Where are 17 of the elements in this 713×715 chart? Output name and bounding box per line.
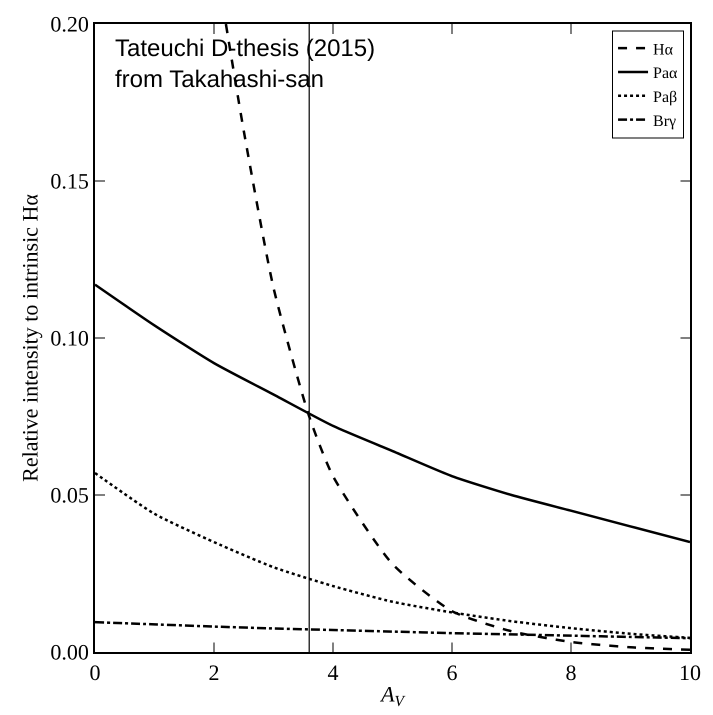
y-tick-label: 0.10: [50, 326, 89, 351]
y-axis-title: Relative intensity to intrinsic Hα: [18, 194, 43, 482]
legend-label: Paβ: [653, 89, 678, 106]
y-tick-label: 0.15: [50, 168, 89, 194]
y-tick-label: 0.05: [50, 482, 89, 508]
x-tick-label: 0: [90, 660, 100, 686]
x-axis-title: A$_{V}$: [379, 682, 406, 710]
y-tick-label: 0.20: [50, 12, 89, 37]
legend-label: Brγ: [653, 112, 676, 130]
legend-label: Paα: [653, 65, 678, 82]
x-tick-label: 4: [328, 660, 338, 686]
x-tick-label: 6: [446, 660, 458, 686]
x-tick-label: 2: [208, 660, 220, 686]
legend-label: Hα: [653, 41, 674, 58]
x-tick-label: 10: [679, 660, 701, 686]
y-tick-label: 0.00: [50, 640, 89, 665]
x-tick-label: 8: [566, 660, 576, 686]
